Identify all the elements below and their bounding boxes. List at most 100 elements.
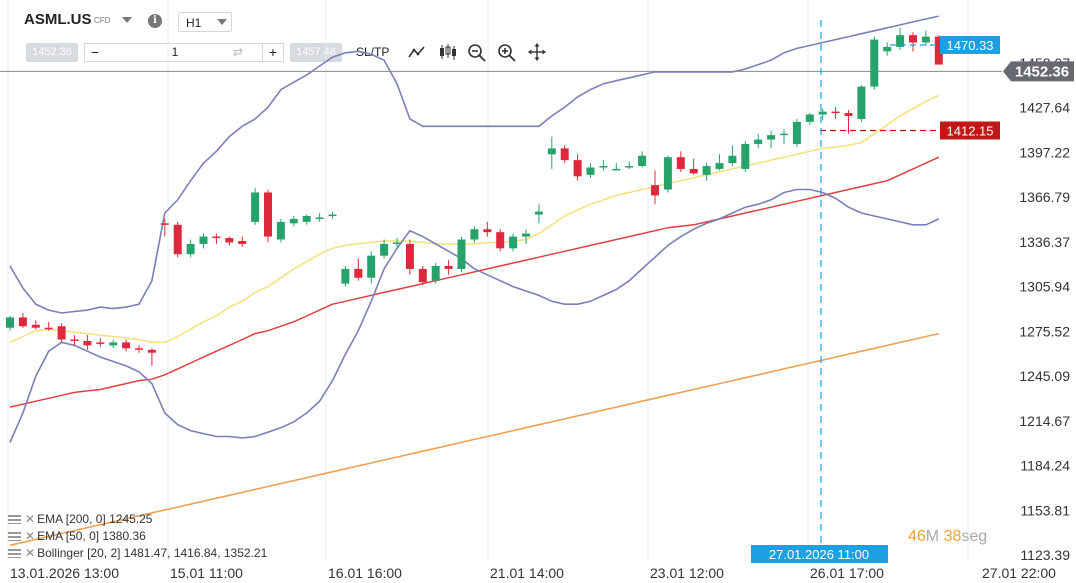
candle — [586, 167, 595, 175]
candle — [173, 224, 182, 255]
sltp-button[interactable]: SL/TP — [356, 45, 390, 59]
candle — [31, 324, 40, 328]
y-tick-label: 1305.94 — [1019, 279, 1070, 295]
candle — [509, 236, 518, 249]
candle — [547, 148, 556, 155]
candle — [560, 148, 569, 161]
symbol-name[interactable]: ASML.US — [24, 11, 92, 28]
timeframe-select[interactable]: H1 — [178, 12, 232, 32]
y-tick-label: 1336.37 — [1019, 234, 1070, 250]
candle — [625, 166, 634, 168]
bollinger-upper-line — [9, 15, 939, 314]
y-tick-label: 1427.64 — [1019, 100, 1070, 116]
ask-price-tag — [940, 35, 1000, 54]
candle — [341, 268, 350, 284]
close-icon[interactable]: ✕ — [25, 546, 36, 560]
legend-ema50[interactable]: ✕ EMA [50, 0] 1380.36 — [8, 529, 146, 543]
timeframe-label: H1 — [186, 16, 202, 30]
candle — [702, 166, 711, 175]
current-price-tag — [1003, 61, 1074, 82]
candle — [496, 232, 505, 249]
drag-handle-icon[interactable] — [8, 549, 21, 559]
candle — [122, 342, 131, 349]
candle — [264, 192, 272, 237]
candle — [534, 211, 543, 215]
candle — [896, 35, 905, 47]
candle — [831, 111, 840, 114]
quantity-input[interactable]: 1 — [171, 45, 179, 59]
candle — [741, 143, 750, 169]
timer-seconds: 38 — [943, 528, 962, 545]
candle — [638, 155, 647, 167]
symbol-dropdown-icon[interactable] — [122, 17, 132, 23]
candle — [70, 339, 79, 341]
candle — [44, 327, 53, 330]
zoom-in-icon[interactable] — [496, 42, 518, 62]
candle — [909, 35, 917, 43]
x-tick-label: 23.01 12:00 — [650, 565, 724, 581]
y-tick-label: 1366.79 — [1019, 189, 1070, 205]
quantity-plus-button[interactable]: + — [262, 44, 283, 61]
x-tick-label: 13.01.2026 13:00 — [10, 565, 119, 581]
drag-handle-icon[interactable] — [8, 515, 21, 525]
candle — [186, 243, 195, 255]
candle — [393, 242, 401, 244]
close-icon[interactable]: ✕ — [25, 529, 36, 543]
candle — [792, 121, 801, 144]
sell-price-button[interactable]: 1452.36 — [26, 43, 78, 62]
move-icon[interactable] — [526, 42, 548, 62]
candle — [160, 223, 169, 225]
candle — [780, 133, 788, 136]
candle — [354, 268, 363, 278]
candle-timer: 46M 38seg — [908, 528, 987, 546]
bollinger-lower-line — [9, 188, 940, 443]
swap-icon[interactable]: ⇄ — [233, 45, 244, 59]
legend-bollinger-label: Bollinger [20, 2] 1481.47, 1416.84, 1352… — [37, 546, 268, 560]
candle — [663, 157, 672, 190]
candle — [431, 265, 440, 281]
y-tick-label: 1184.24 — [1020, 458, 1070, 474]
y-tick-label: 1153.81 — [1020, 502, 1070, 518]
timer-minutes: 46 — [908, 528, 926, 545]
ema200-line — [9, 332, 939, 547]
crosshair-date-tag — [751, 545, 888, 563]
info-icon[interactable]: i — [148, 14, 162, 28]
symbol-type: CFD — [94, 16, 111, 25]
candle — [135, 348, 143, 350]
candle — [199, 236, 208, 244]
x-tick-label: 15.01 11:00 — [170, 565, 243, 581]
candle — [147, 349, 156, 353]
zoom-out-icon[interactable] — [466, 42, 488, 62]
candle — [883, 46, 892, 52]
close-icon[interactable]: ✕ — [25, 512, 36, 526]
candle — [934, 36, 943, 65]
crosshair-date-label: 27.01.2026 11:00 — [769, 547, 869, 562]
legend-ema50-label: EMA [50, 0] 1380.36 — [37, 529, 146, 543]
candle — [251, 192, 260, 222]
quantity-minus-button[interactable]: − — [90, 44, 100, 60]
y-tick-label: 1397.22 — [1019, 144, 1070, 160]
order-price-label: 1412.15 — [947, 124, 994, 139]
candle — [754, 139, 763, 144]
current-price-label: 1452.36 — [1015, 63, 1069, 80]
candle — [328, 214, 337, 217]
candle — [612, 168, 621, 171]
legend-bollinger[interactable]: ✕ Bollinger [20, 2] 1481.47, 1416.84, 135… — [8, 546, 267, 560]
candle — [818, 111, 827, 115]
candle — [522, 233, 530, 237]
legend-ema200[interactable]: ✕ EMA [200, 0] 1245.25 — [8, 512, 152, 526]
candle — [715, 163, 724, 169]
y-tick-label: 1123.39 — [1020, 547, 1070, 563]
candle — [805, 114, 814, 122]
line-chart-icon[interactable] — [406, 42, 428, 62]
drag-handle-icon[interactable] — [8, 532, 21, 542]
ask-price-label: 1470.33 — [947, 38, 994, 53]
candle — [599, 166, 608, 168]
x-tick-label: 26.01 17:00 — [810, 565, 884, 581]
quantity-stepper[interactable]: − 1 ⇄ + — [84, 43, 284, 62]
timer-minutes-unit: M — [925, 528, 940, 545]
candle — [302, 215, 311, 222]
candles-icon[interactable] — [436, 42, 458, 62]
candle — [405, 243, 414, 269]
